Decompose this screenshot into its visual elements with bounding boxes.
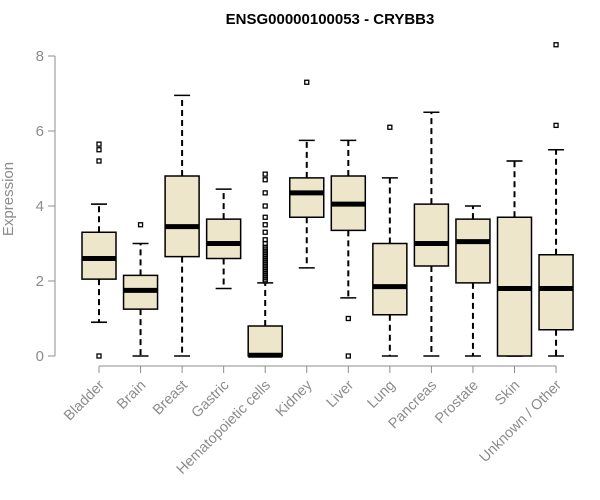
iqr-box [413, 203, 450, 267]
x-tick-label: Brain [114, 378, 149, 413]
outlier-point [345, 315, 351, 322]
y-tick-label: 4 [36, 198, 44, 215]
y-axis-label: Expression [0, 162, 17, 236]
outlier-point [137, 222, 144, 228]
x-tick-label: Liver [324, 377, 358, 411]
x-tick-label: Breast [150, 378, 191, 419]
outlier-point [262, 229, 268, 235]
iqr-box [289, 177, 325, 218]
plot-area [81, 42, 574, 359]
iqr-box [247, 325, 283, 357]
x-tick-label: Prostate [432, 378, 481, 427]
outlier-point [262, 214, 268, 220]
y-tick-label: 2 [36, 273, 44, 290]
outlier-point [96, 353, 102, 359]
y-axis: 0 2 4 6 8 [36, 48, 56, 365]
box-group [372, 124, 408, 357]
box-group [205, 188, 242, 290]
box-group [164, 94, 200, 357]
outlier-point [345, 353, 351, 359]
box-group [122, 222, 159, 357]
outlier-point [262, 203, 268, 209]
outlier-point [387, 124, 393, 130]
x-tick-label: Skin [492, 378, 523, 409]
box-group [496, 160, 533, 357]
x-tick-label: Lung [365, 378, 399, 412]
iqr-box [205, 218, 242, 260]
outlier-point [262, 222, 268, 228]
box-group [247, 171, 283, 358]
iqr-box [372, 242, 408, 316]
box-group [289, 79, 325, 269]
iqr-box [538, 254, 574, 331]
outlier-point [262, 190, 268, 196]
outlier-point [553, 42, 559, 48]
outlier-point [96, 141, 102, 147]
box-group [81, 141, 117, 359]
box-group [413, 111, 450, 357]
iqr-box [81, 231, 117, 280]
outlier-point [553, 122, 559, 129]
box-group [455, 205, 491, 357]
y-tick-label: 0 [36, 348, 44, 365]
outlier-point [96, 158, 102, 164]
iqr-box [455, 218, 491, 284]
outlier-point [262, 177, 268, 183]
iqr-box [164, 175, 200, 258]
outlier-point [262, 237, 268, 243]
x-tick-label: Kidney [273, 377, 316, 420]
y-tick-label: 6 [36, 123, 44, 140]
box-group [538, 42, 574, 357]
outlier-point [304, 79, 310, 85]
outlier-point [96, 147, 102, 153]
chart-title: ENSG00000100053 - CRYBB3 [226, 11, 435, 28]
y-tick-label: 8 [36, 48, 44, 65]
outlier-point [262, 171, 268, 177]
box-group [330, 139, 367, 359]
x-tick-label: Bladder [61, 377, 108, 424]
